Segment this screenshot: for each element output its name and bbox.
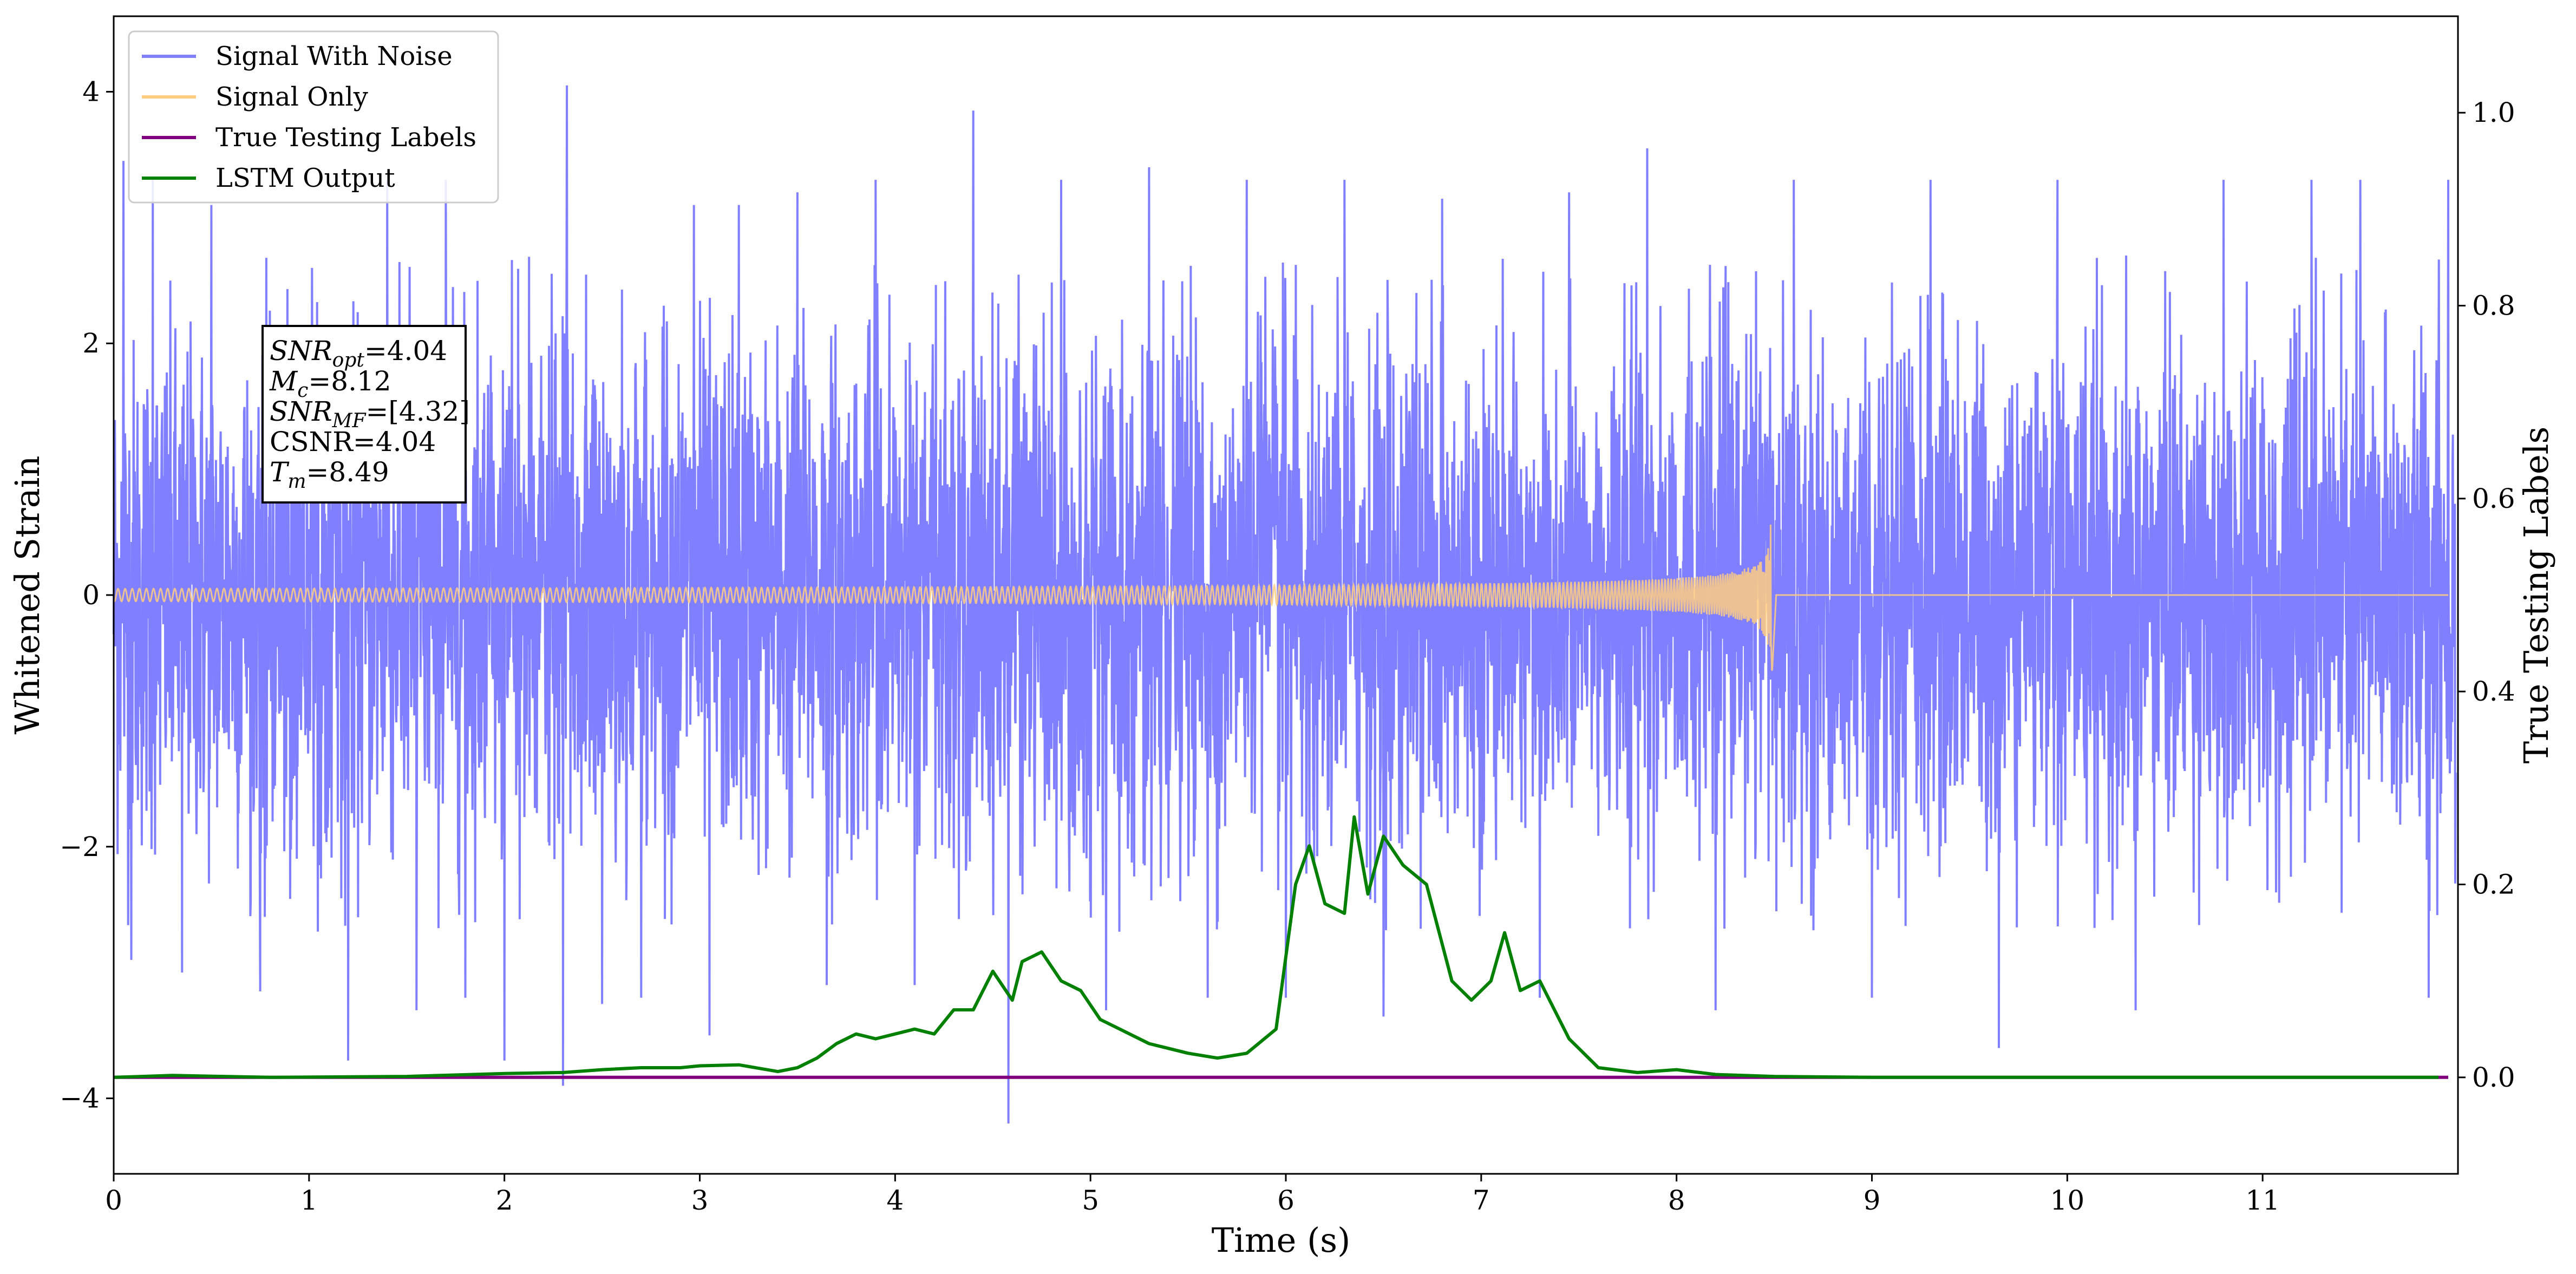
y-tick-label: 0 — [82, 579, 100, 611]
y2-tick-label: 1.0 — [2472, 97, 2515, 128]
x-tick-label: 0 — [105, 1185, 122, 1216]
parameter-annotation-box: SNRopt=4.04Mc=8.12SNRMF=[4.32]CSNR=4.04T… — [261, 325, 470, 504]
x-tick-label: 8 — [1668, 1185, 1685, 1216]
x-tick-label: 4 — [886, 1185, 904, 1216]
y-axis-label: Whitened Strain — [8, 456, 47, 735]
legend-label: LSTM Output — [215, 163, 395, 193]
lstm-output-series-layer — [113, 815, 2438, 1079]
noise-series-layer — [113, 85, 2457, 1124]
signal-only-series-layer — [113, 524, 2448, 671]
series-signal-only — [113, 524, 2448, 671]
y2-axis-ticks: 0.0 0.2 0.4 0.6 0.8 1.0 — [2458, 97, 2515, 1093]
y2-tick-label: 0.2 — [2472, 869, 2515, 900]
x-tick-label: 5 — [1082, 1185, 1099, 1216]
y2-tick-label: 0.0 — [2472, 1062, 2515, 1093]
x-tick-label: 3 — [691, 1185, 709, 1216]
annotation-line: CSNR=4.04 — [270, 426, 436, 458]
series-signal-with-noise — [113, 85, 2457, 1124]
y2-tick-label: 0.6 — [2472, 483, 2515, 514]
y2-axis-label: True Testing Labels — [2516, 427, 2556, 764]
y-tick-label: 2 — [82, 328, 100, 359]
y-axis-ticks: −4 −2 0 2 4 — [60, 76, 114, 1114]
y-tick-label: −2 — [60, 831, 100, 863]
x-tick-label: 7 — [1473, 1185, 1490, 1216]
legend-label: True Testing Labels — [215, 122, 476, 153]
y-tick-label: 4 — [82, 76, 100, 107]
annotation-line: Mc=8.12 — [269, 365, 391, 402]
x-axis-label: Time (s) — [1212, 1220, 1351, 1260]
x-tick-label: 6 — [1277, 1185, 1294, 1216]
legend: Signal With Noise Signal Only True Testing… — [128, 30, 499, 204]
y2-tick-label: 0.4 — [2472, 676, 2515, 707]
series-lstm-output — [113, 815, 2438, 1079]
annotation-line: Tm=8.49 — [270, 456, 389, 493]
x-tick-label: 11 — [2245, 1185, 2280, 1216]
y-tick-label: −4 — [60, 1083, 100, 1114]
legend-frame — [128, 30, 499, 204]
legend-label: Signal With Noise — [215, 41, 453, 71]
annotation-line: SNRMF=[4.32] — [270, 396, 470, 432]
x-tick-label: 1 — [300, 1185, 318, 1216]
x-tick-label: 9 — [1864, 1185, 1881, 1216]
annotation-frame — [261, 325, 467, 504]
x-tick-label: 2 — [496, 1185, 513, 1216]
x-axis-ticks: 0 1 2 3 4 5 6 7 8 9 10 11 — [105, 1174, 2280, 1216]
x-tick-label: 10 — [2050, 1185, 2085, 1216]
y2-tick-label: 0.8 — [2472, 290, 2515, 322]
legend-label: Signal Only — [215, 82, 368, 112]
annotation-line: SNRopt=4.04 — [270, 335, 447, 371]
